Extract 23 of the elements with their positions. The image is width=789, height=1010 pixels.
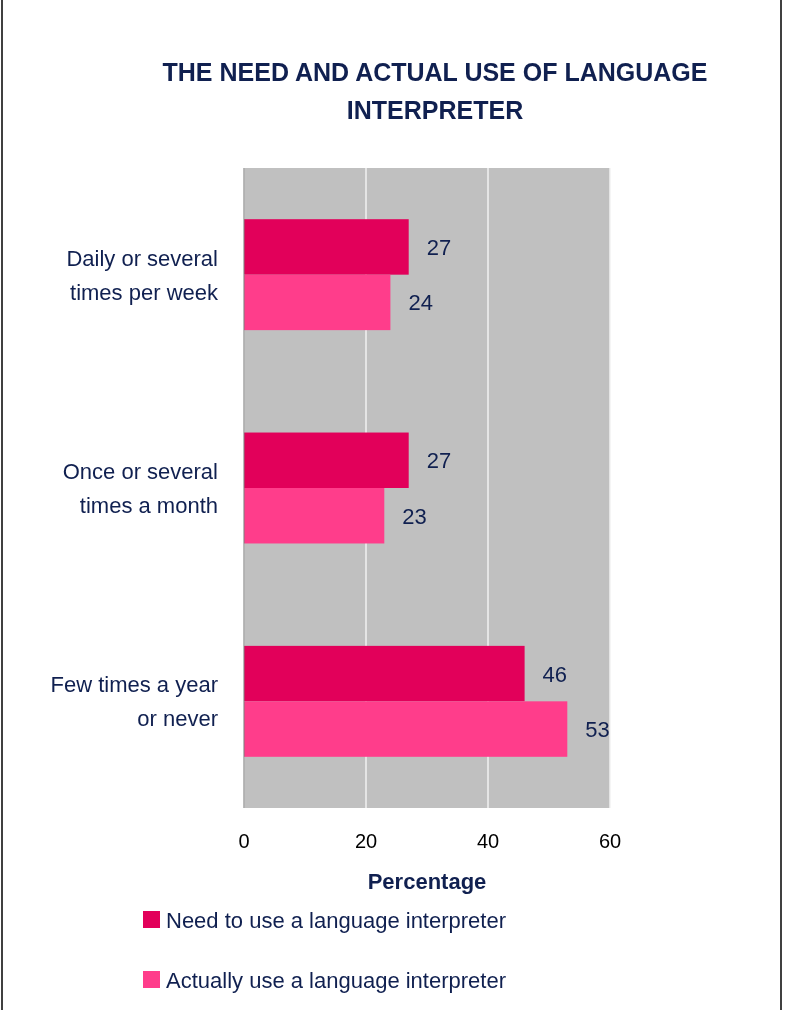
legend-label: Actually use a language interpreter — [166, 968, 506, 993]
bar — [244, 488, 385, 544]
bar — [244, 274, 391, 331]
data-label: 24 — [408, 290, 433, 316]
y-tick-label: Daily or several times per week — [66, 245, 219, 305]
chart-title: THE NEED AND ACTUAL USE OF LANGUAGE INTERPRETER — [162, 58, 708, 124]
x-axis-title: Percentage — [367, 869, 487, 894]
bar — [244, 219, 409, 275]
x-tick-label: 20 — [354, 830, 378, 852]
y-tick-label: Few times a year or never — [50, 672, 218, 732]
x-tick-label: 60 — [598, 830, 622, 852]
x-tick-label: 40 — [476, 830, 500, 852]
data-label: 53 — [585, 717, 610, 743]
bar — [244, 645, 525, 702]
bar — [244, 432, 409, 488]
data-label: 27 — [426, 234, 452, 260]
data-label: 27 — [426, 448, 452, 474]
bar — [244, 701, 568, 757]
data-label: 46 — [542, 661, 568, 687]
legend-label: Need to use a language interpreter — [166, 908, 507, 933]
x-tick-label: 0 — [238, 830, 250, 852]
data-label: 23 — [402, 503, 427, 529]
y-tick-label: Once or several times a month — [62, 459, 218, 518]
